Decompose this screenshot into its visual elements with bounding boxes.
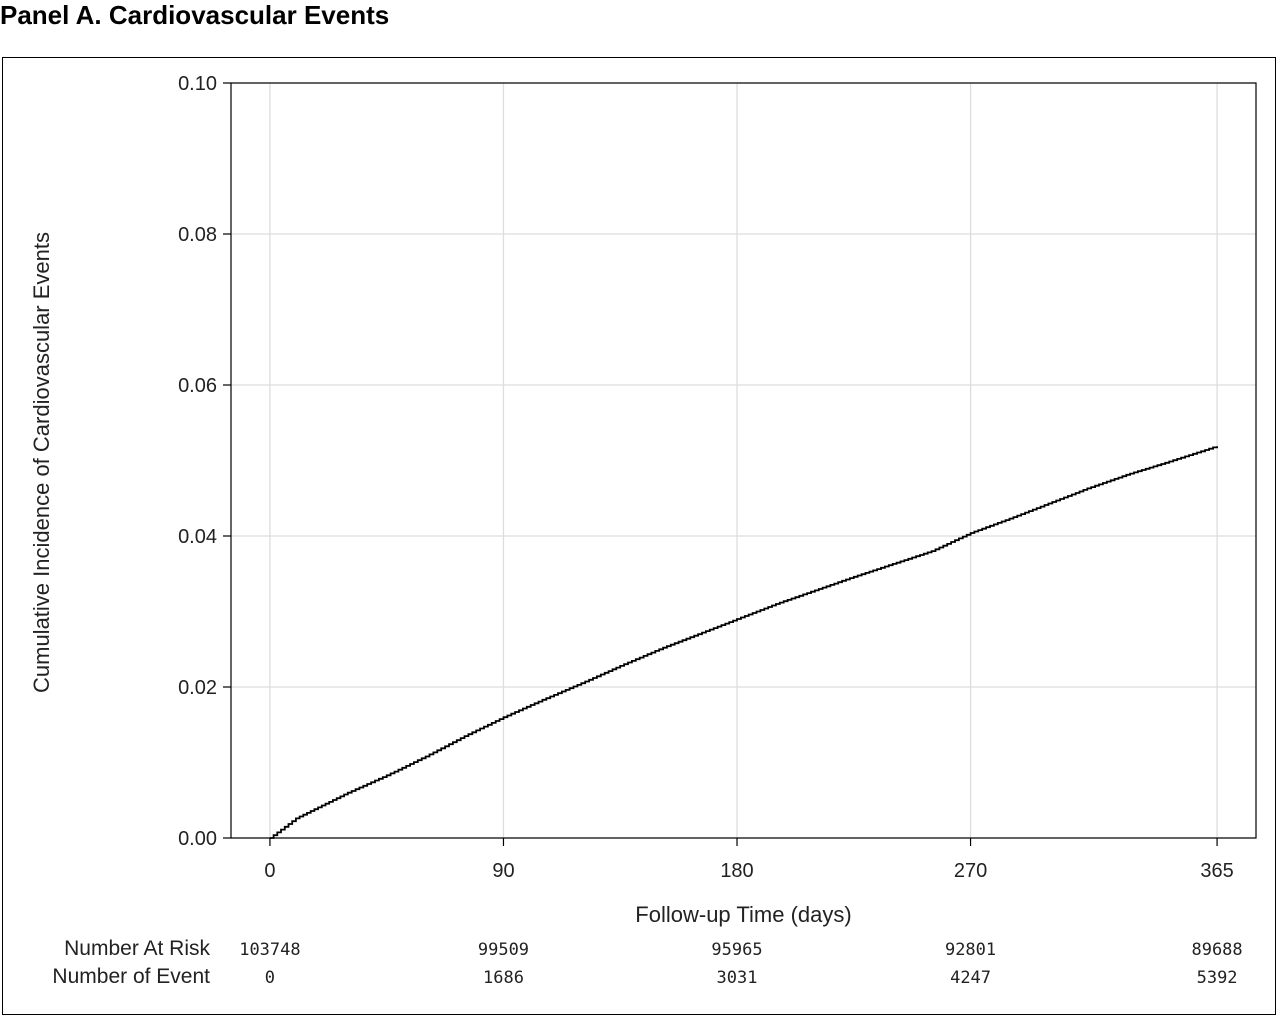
x-tick-label: 180: [720, 860, 753, 882]
x-tick-label: 0: [264, 860, 275, 882]
risk-value: 5392: [1197, 968, 1238, 988]
grid-lines: [231, 82, 1256, 839]
y-tick-label: 0.10: [178, 73, 217, 95]
risk-value: 3031: [717, 968, 758, 988]
risk-table: Number At Risk 103748 99509 95965 92801 89688…: [52, 937, 1242, 988]
y-tick-label: 0.08: [178, 224, 217, 246]
plot-area-border: [230, 82, 1257, 839]
risk-value: 103748: [239, 940, 300, 960]
risk-value: 99509: [478, 940, 529, 960]
risk-value: 1686: [483, 968, 524, 988]
risk-value: 0: [265, 968, 275, 988]
x-tick-label: 90: [492, 860, 514, 882]
risk-row-label: Number At Risk: [64, 937, 210, 960]
x-axis-title: Follow-up Time (days): [635, 902, 851, 927]
risk-value: 4247: [950, 968, 991, 988]
risk-value: 92801: [945, 940, 996, 960]
panel-title: Panel A. Cardiovascular Events: [0, 0, 390, 30]
chart-frame: [2, 57, 1276, 1015]
y-tick-label: 0.04: [178, 526, 217, 548]
y-axis-title: Cumulative Incidence of Cardiovascular E…: [29, 232, 54, 693]
risk-value: 95965: [711, 940, 762, 960]
x-tick-label: 365: [1200, 860, 1233, 882]
y-tick-label: 0.00: [178, 828, 217, 850]
series-line: [269, 446, 1218, 839]
x-tick-label: 270: [954, 860, 987, 882]
risk-row-label: Number of Event: [52, 965, 210, 988]
y-tick-label: 0.02: [178, 677, 217, 699]
axis-ticks: 0.00 0.02 0.04 0.06 0.08 0.10 0 90 180 270 365: [178, 73, 1234, 882]
risk-value: 89688: [1191, 940, 1242, 960]
y-tick-label: 0.06: [178, 375, 217, 397]
series-layer: [269, 446, 1218, 839]
